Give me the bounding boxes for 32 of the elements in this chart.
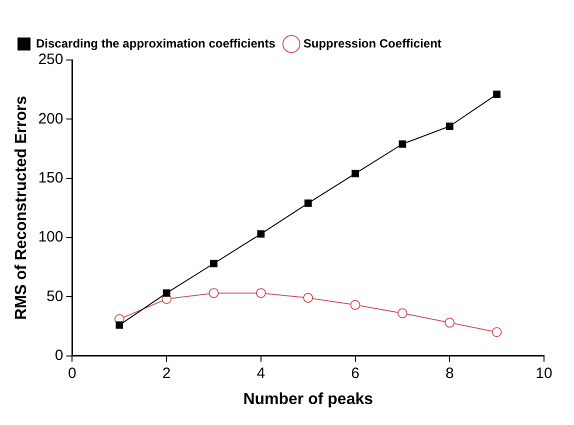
point bbox=[446, 122, 454, 130]
point bbox=[444, 318, 455, 328]
x-tick-label: 6 bbox=[351, 364, 360, 382]
point bbox=[162, 289, 170, 297]
point bbox=[116, 321, 124, 329]
y-tick-label: 50 bbox=[46, 288, 64, 305]
x-tick-label: 10 bbox=[536, 364, 552, 382]
point bbox=[210, 260, 218, 268]
y-tick-label: 150 bbox=[38, 169, 64, 186]
point bbox=[304, 199, 312, 207]
y-tick-label: 0 bbox=[54, 346, 64, 364]
x-tick-label: 8 bbox=[445, 364, 454, 382]
point bbox=[352, 170, 359, 178]
point bbox=[493, 90, 501, 98]
legend-label: Suppression Coefficient bbox=[303, 36, 442, 50]
point bbox=[492, 327, 502, 338]
point bbox=[397, 308, 408, 318]
point bbox=[208, 288, 219, 298]
y-axis-title: RMS of Reconstructed Errors bbox=[13, 96, 30, 320]
point bbox=[398, 140, 406, 148]
y-tick-label: 100 bbox=[38, 228, 64, 246]
x-tick-label: 0 bbox=[68, 364, 76, 382]
point bbox=[256, 288, 266, 298]
y-tick-label: 200 bbox=[38, 110, 64, 128]
point bbox=[303, 292, 314, 303]
point bbox=[350, 300, 360, 310]
legend-label: Discarding the approximation coefficients bbox=[36, 36, 276, 50]
point bbox=[257, 230, 265, 238]
x-tick-label: 4 bbox=[256, 364, 266, 382]
x-axis-title: Number of peaks bbox=[243, 390, 374, 408]
y-tick-label: 250 bbox=[38, 51, 64, 68]
x-tick-label: 2 bbox=[162, 364, 171, 382]
